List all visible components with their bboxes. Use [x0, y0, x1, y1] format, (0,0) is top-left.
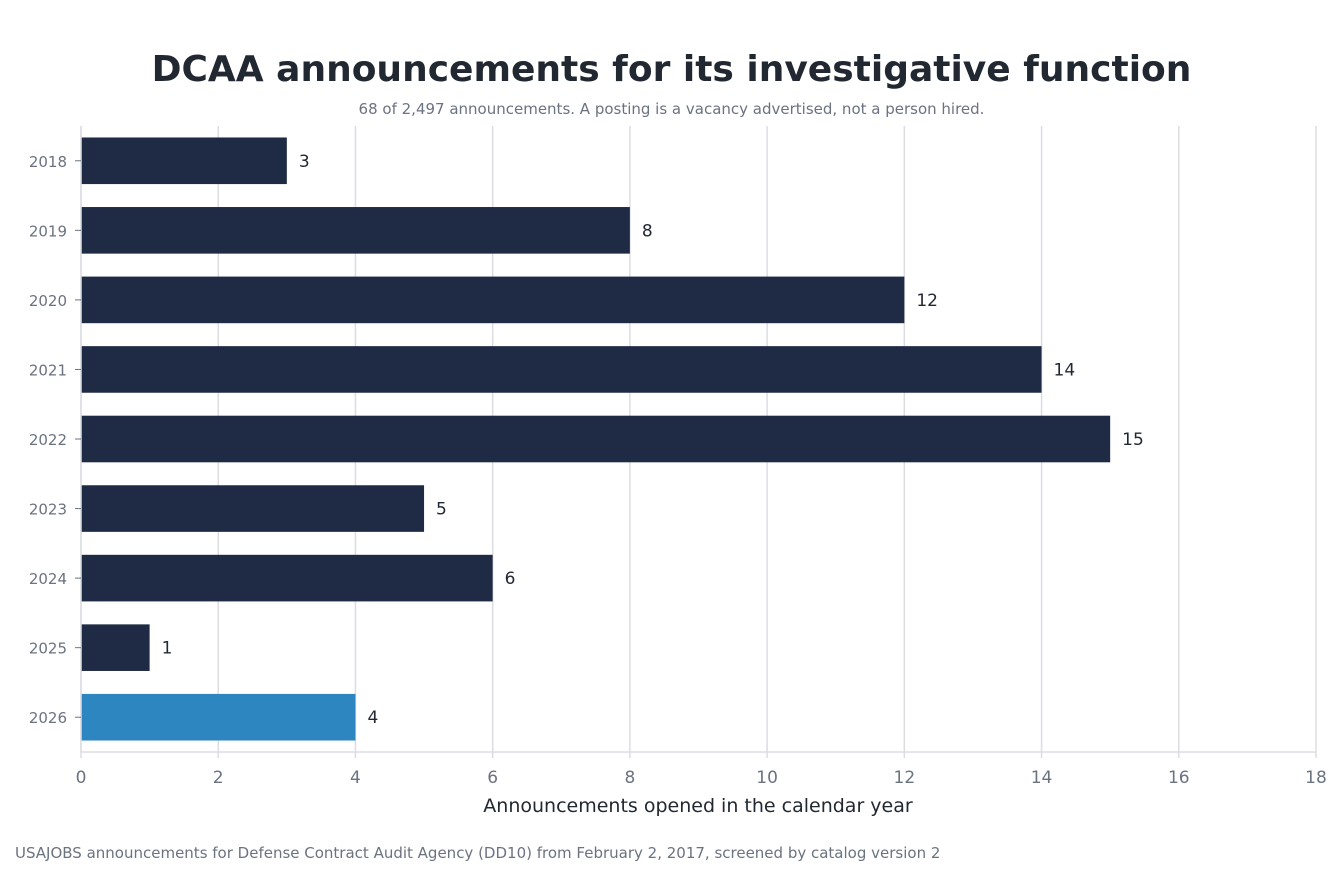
y-tick-label: 2019: [29, 222, 67, 240]
data-label-2021: 14: [1054, 360, 1076, 380]
x-tick-label: 2: [213, 768, 224, 788]
bar-2018: [81, 137, 287, 185]
data-label-2020: 12: [916, 291, 938, 311]
y-tick-label: 2023: [29, 501, 67, 519]
bars: [81, 137, 1111, 741]
chart-subtitle: 68 of 2,497 announcements. A posting is …: [358, 100, 985, 118]
bar-2022: [81, 415, 1111, 463]
bar-2021: [81, 346, 1042, 393]
bar-2020: [81, 276, 905, 324]
y-tick-label: 2025: [29, 640, 67, 658]
data-label-2023: 5: [436, 500, 447, 520]
x-tick-label: 16: [1168, 768, 1190, 788]
data-label-2024: 6: [505, 569, 516, 589]
bar-2023: [81, 485, 425, 532]
data-label-2026: 4: [367, 708, 378, 728]
y-tick-label: 2021: [29, 361, 67, 379]
y-tick-label: 2024: [29, 570, 67, 588]
x-tick-label: 0: [76, 768, 87, 788]
y-tick-label: 2026: [29, 709, 67, 727]
bar-2025: [81, 624, 150, 671]
x-tick-label: 4: [350, 768, 361, 788]
x-axis-title: Announcements opened in the calendar yea…: [483, 795, 913, 817]
y-tick-label: 2020: [29, 292, 67, 310]
bar-2019: [81, 207, 630, 254]
x-tick-label: 6: [487, 768, 498, 788]
data-label-2025: 1: [162, 639, 173, 659]
data-label-2018: 3: [299, 152, 310, 172]
x-tick-label: 18: [1305, 768, 1327, 788]
data-label-2022: 15: [1122, 430, 1144, 450]
x-tick-label: 14: [1031, 768, 1053, 788]
bar-2026: [81, 693, 356, 741]
data-label-2019: 8: [642, 221, 653, 241]
bar-2024: [81, 554, 493, 602]
chart-title: DCAA announcements for its investigative…: [151, 49, 1192, 90]
y-tick-label: 2018: [29, 153, 67, 171]
x-tick-label: 8: [624, 768, 635, 788]
source-note: USAJOBS announcements for Defense Contra…: [15, 844, 941, 862]
x-tick-label: 10: [756, 768, 778, 788]
x-tick-label: 12: [894, 768, 916, 788]
y-tick-label: 2022: [29, 431, 67, 449]
axes: 0 2 4 6 8 10 12 14 16 182018201920202021202220232…: [29, 126, 1327, 788]
